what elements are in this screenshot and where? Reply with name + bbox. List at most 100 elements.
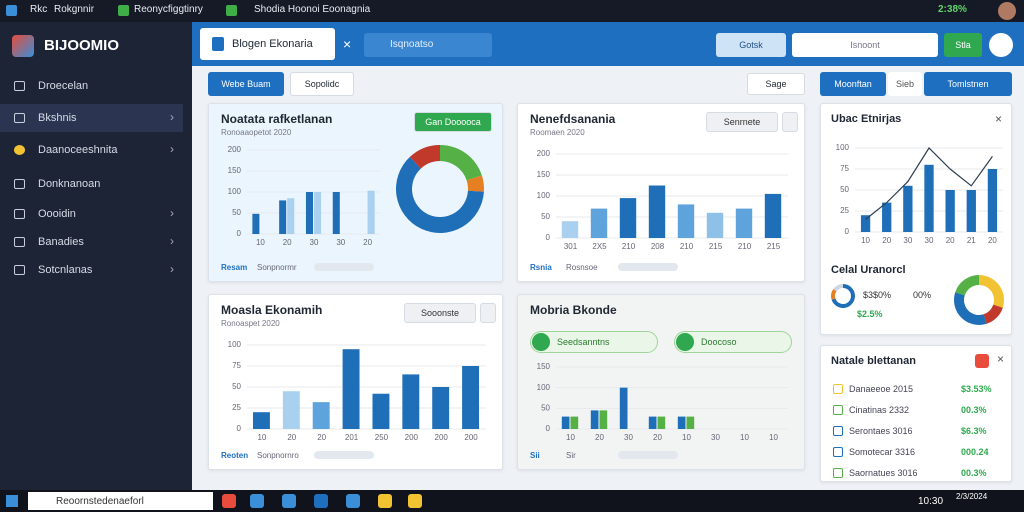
bar xyxy=(619,387,628,429)
y-tick-label: 100 xyxy=(537,383,551,392)
close-icon[interactable]: × xyxy=(343,36,352,52)
bar xyxy=(252,412,270,429)
panel-button[interactable]: Gan Dooooca xyxy=(414,112,492,132)
donut-label: 00% xyxy=(913,290,932,300)
taskbar-app[interactable] xyxy=(222,494,236,508)
menu-item[interactable]: Droecelan xyxy=(38,80,89,92)
chevron: › xyxy=(170,142,174,156)
bar xyxy=(332,192,340,234)
alert-icon[interactable] xyxy=(975,354,989,368)
taskbar-app[interactable] xyxy=(250,494,264,508)
panel-button[interactable]: Sooonste xyxy=(404,303,476,323)
header-button[interactable]: Isnoont xyxy=(792,33,938,57)
y-tick-label: 25 xyxy=(232,403,241,412)
dropdown[interactable] xyxy=(480,303,496,323)
x-tick-label: 20 xyxy=(317,433,326,442)
menu-item[interactable]: Banadies xyxy=(38,236,84,248)
bar xyxy=(462,366,480,429)
y-tick-label: 0 xyxy=(237,424,242,433)
chart xyxy=(396,145,484,233)
close[interactable]: × xyxy=(995,112,1003,126)
bar xyxy=(561,221,579,238)
row-label: Serontaes 3016 xyxy=(849,426,913,436)
close[interactable]: × xyxy=(997,352,1005,366)
pill-icon xyxy=(532,333,550,351)
x-tick-label: 30 xyxy=(336,238,345,247)
right-tab[interactable]: Tomlstnen xyxy=(924,72,1012,96)
bar xyxy=(764,193,782,238)
os-item: Rokgnnir xyxy=(54,4,95,15)
bar xyxy=(924,164,934,232)
taskbar-app[interactable] xyxy=(408,494,422,508)
right-tab[interactable]: Moonftan xyxy=(820,72,886,96)
panel: Moasla Ekonamih Ronoaspet 2020 Sooonste 0 25… xyxy=(208,294,503,470)
y-tick-label: 150 xyxy=(537,170,551,179)
panel-subtitle: Ronoaspet 2020 xyxy=(221,319,280,328)
bar xyxy=(677,204,695,238)
dropdown[interactable] xyxy=(782,112,798,132)
os-item: Shodia Hoonoi Eoonagnia xyxy=(254,4,371,15)
bar xyxy=(561,416,570,429)
x-tick-label: 20 xyxy=(287,433,296,442)
help-button[interactable] xyxy=(989,33,1013,57)
taskbar-app[interactable] xyxy=(314,494,328,508)
panel-button[interactable]: Senrnete xyxy=(706,112,778,132)
chevron: › xyxy=(170,206,174,220)
x-tick-label: 10 xyxy=(256,238,265,247)
x-tick-label: 210 xyxy=(680,242,694,251)
bar xyxy=(599,410,608,429)
menu-item[interactable]: Donknanoan xyxy=(38,178,101,190)
chart xyxy=(954,275,1004,325)
menu-item[interactable]: Bkshnis xyxy=(0,104,183,132)
menu-icon xyxy=(14,179,25,189)
bar xyxy=(432,387,450,429)
y-tick-label: 75 xyxy=(840,164,849,173)
bar xyxy=(987,169,998,232)
page-action[interactable]: Sage xyxy=(747,73,805,95)
donut-label: $2.5% xyxy=(857,309,883,319)
donut-segment xyxy=(396,156,484,233)
taskbar-app[interactable] xyxy=(346,494,360,508)
pill[interactable]: Seedsanntns xyxy=(530,331,658,353)
menu-icon xyxy=(14,113,25,123)
start[interactable] xyxy=(6,495,18,507)
x-tick-label: 215 xyxy=(709,242,723,251)
menu-item[interactable]: Daanoceeshnita xyxy=(38,144,118,156)
taskbar-search[interactable] xyxy=(28,492,213,510)
panel-subtitle: Ronoaaopetot 2020 xyxy=(221,128,292,137)
menu-item[interactable]: Sotcnlanas xyxy=(38,264,93,276)
header-button[interactable]: Stla xyxy=(944,33,982,57)
pill[interactable]: Doocoso xyxy=(674,331,792,353)
menu-icon xyxy=(14,237,25,247)
x-tick-label: 200 xyxy=(405,433,419,442)
os-icon xyxy=(118,5,129,16)
x-tick-label: 208 xyxy=(651,242,665,251)
y-tick-label: 200 xyxy=(228,145,242,154)
header-button[interactable]: Gotsk xyxy=(716,33,786,57)
donut-segment xyxy=(831,284,855,308)
tab[interactable]: Webe Buam xyxy=(208,72,284,96)
x-tick-label: 20 xyxy=(882,236,891,245)
chevron: › xyxy=(170,234,174,248)
os-item: Rkc xyxy=(30,4,48,15)
line xyxy=(865,147,993,220)
panel-title: Mobria Bkonde xyxy=(530,303,617,317)
menu-item[interactable]: Oooidin xyxy=(38,208,76,220)
y-tick-label: 100 xyxy=(836,143,850,152)
x-tick-label: 210 xyxy=(738,242,752,251)
taskbar-app[interactable] xyxy=(378,494,392,508)
y-tick-label: 50 xyxy=(840,185,849,194)
tab[interactable]: Sopolidc xyxy=(290,72,354,96)
x-tick-label: 30 xyxy=(925,236,934,245)
donut-segment xyxy=(440,145,482,181)
row-icon xyxy=(833,405,843,415)
taskbar-app[interactable] xyxy=(282,494,296,508)
right-tab[interactable]: Sieb xyxy=(888,72,922,96)
search-box[interactable] xyxy=(364,33,492,57)
bar xyxy=(570,416,579,429)
bar xyxy=(735,208,753,238)
progress xyxy=(314,451,374,459)
taskbar-date: 2/3/2024 xyxy=(956,492,988,501)
x-tick-label: 10 xyxy=(740,433,749,442)
